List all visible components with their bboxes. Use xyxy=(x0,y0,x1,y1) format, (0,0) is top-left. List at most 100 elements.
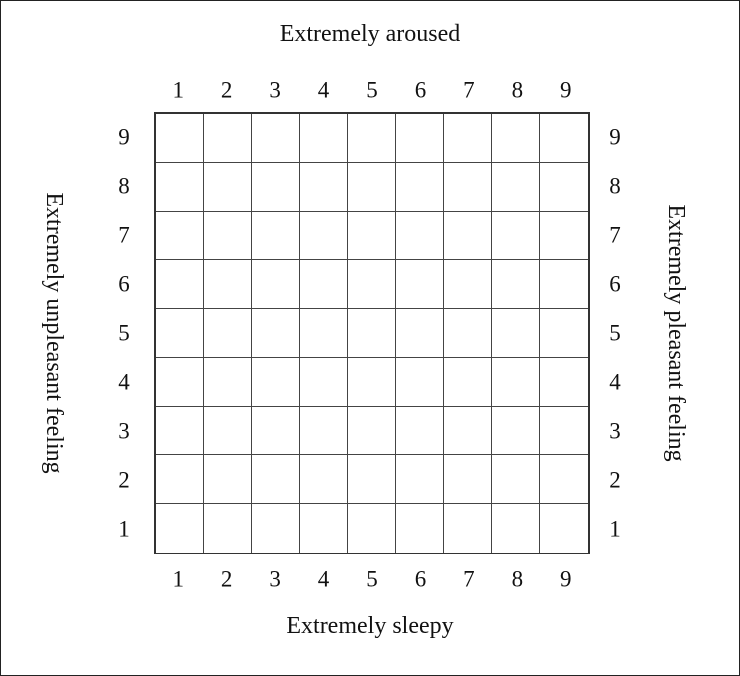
grid-cell[interactable] xyxy=(396,162,444,212)
grid-cell[interactable] xyxy=(252,162,300,212)
grid-cell[interactable] xyxy=(252,504,300,553)
grid-cell[interactable] xyxy=(444,162,492,212)
grid-cell[interactable] xyxy=(300,162,348,212)
grid-cell[interactable] xyxy=(252,357,300,407)
grid-cell[interactable] xyxy=(348,309,396,358)
grid-cell[interactable] xyxy=(444,260,492,310)
grid-cell[interactable] xyxy=(252,260,300,310)
grid-cell[interactable] xyxy=(156,114,204,163)
grid-cell[interactable] xyxy=(492,309,540,358)
grid-cell[interactable] xyxy=(252,309,300,358)
column-number-bottom: 2 xyxy=(220,566,233,592)
grid-cell[interactable] xyxy=(204,309,252,358)
grid-cell[interactable] xyxy=(156,260,204,310)
grid-cell[interactable] xyxy=(540,114,588,163)
grid-cell[interactable] xyxy=(348,406,396,456)
grid-cell[interactable] xyxy=(492,357,540,407)
grid-cell[interactable] xyxy=(492,504,540,553)
row-number-right: 2 xyxy=(609,467,621,493)
grid-cell[interactable] xyxy=(540,504,588,553)
grid-cell[interactable] xyxy=(300,406,348,456)
grid-cell[interactable] xyxy=(492,455,540,505)
grid-cell[interactable] xyxy=(492,114,540,163)
grid-cell[interactable] xyxy=(540,260,588,310)
grid-cell[interactable] xyxy=(348,211,396,261)
grid-cell[interactable] xyxy=(540,309,588,358)
grid-cell[interactable] xyxy=(348,114,396,163)
grid-cell[interactable] xyxy=(156,211,204,261)
grid-cell[interactable] xyxy=(300,211,348,261)
grid-cell[interactable] xyxy=(540,357,588,407)
row-number-left: 9 xyxy=(118,124,130,150)
grid-cell[interactable] xyxy=(396,406,444,456)
grid-cell[interactable] xyxy=(204,406,252,456)
grid-cell[interactable] xyxy=(540,162,588,212)
row-number-left: 5 xyxy=(118,320,130,346)
grid-cell[interactable] xyxy=(300,357,348,407)
grid-cell[interactable] xyxy=(252,114,300,163)
column-number-top: 6 xyxy=(414,77,427,103)
column-number-top: 9 xyxy=(560,77,572,103)
column-number-top: 7 xyxy=(463,77,475,103)
grid-cell[interactable] xyxy=(204,162,252,212)
top-axis-label: Extremely aroused xyxy=(279,21,461,47)
grid-cell[interactable] xyxy=(444,406,492,456)
grid-cell[interactable] xyxy=(444,114,492,163)
grid-cell[interactable] xyxy=(252,211,300,261)
grid-cell[interactable] xyxy=(396,211,444,261)
grid-cell[interactable] xyxy=(396,309,444,358)
grid-cell[interactable] xyxy=(348,162,396,212)
grid-cell[interactable] xyxy=(204,455,252,505)
grid-cell[interactable] xyxy=(396,504,444,553)
grid-cell[interactable] xyxy=(204,260,252,310)
grid-cell[interactable] xyxy=(204,114,252,163)
grid-cell[interactable] xyxy=(156,504,204,553)
grid-cell[interactable] xyxy=(444,357,492,407)
row-number-left: 7 xyxy=(118,222,130,248)
grid-cell[interactable] xyxy=(540,406,588,456)
grid-cell[interactable] xyxy=(156,357,204,407)
rating-grid xyxy=(154,112,590,554)
grid-cell[interactable] xyxy=(396,455,444,505)
grid-cell[interactable] xyxy=(204,211,252,261)
grid-cell[interactable] xyxy=(444,211,492,261)
grid-cell[interactable] xyxy=(396,357,444,407)
grid-cell[interactable] xyxy=(348,357,396,407)
grid-cell[interactable] xyxy=(156,406,204,456)
grid-cell[interactable] xyxy=(300,309,348,358)
grid-cell[interactable] xyxy=(300,504,348,553)
grid-cell[interactable] xyxy=(492,260,540,310)
grid-cell[interactable] xyxy=(444,504,492,553)
grid-cell[interactable] xyxy=(300,260,348,310)
grid-cell[interactable] xyxy=(156,309,204,358)
column-number-bottom: 3 xyxy=(269,566,281,592)
grid-cell[interactable] xyxy=(348,260,396,310)
row-number-right: 3 xyxy=(609,418,621,444)
column-number-top: 4 xyxy=(317,77,330,103)
grid-cell[interactable] xyxy=(348,455,396,505)
row-number-left: 1 xyxy=(118,516,130,542)
grid-cell[interactable] xyxy=(444,309,492,358)
grid-cell[interactable] xyxy=(300,455,348,505)
row-number-left: 3 xyxy=(118,418,130,444)
grid-cell[interactable] xyxy=(492,162,540,212)
grid-cell[interactable] xyxy=(540,211,588,261)
grid-cell[interactable] xyxy=(300,114,348,163)
grid-cell[interactable] xyxy=(444,455,492,505)
column-number-top: 2 xyxy=(220,77,233,103)
grid-cell[interactable] xyxy=(348,504,396,553)
grid-cell[interactable] xyxy=(204,357,252,407)
grid-cell[interactable] xyxy=(396,114,444,163)
row-number-right: 9 xyxy=(609,124,621,150)
grid-cell[interactable] xyxy=(156,162,204,212)
column-number-bottom: 8 xyxy=(511,566,524,592)
grid-cell[interactable] xyxy=(156,455,204,505)
grid-cell[interactable] xyxy=(396,260,444,310)
grid-cell[interactable] xyxy=(252,455,300,505)
grid-cell[interactable] xyxy=(204,504,252,553)
grid-cell[interactable] xyxy=(492,406,540,456)
grid-cell[interactable] xyxy=(492,211,540,261)
row-number-right: 8 xyxy=(609,173,621,199)
grid-cell[interactable] xyxy=(252,406,300,456)
grid-cell[interactable] xyxy=(540,455,588,505)
